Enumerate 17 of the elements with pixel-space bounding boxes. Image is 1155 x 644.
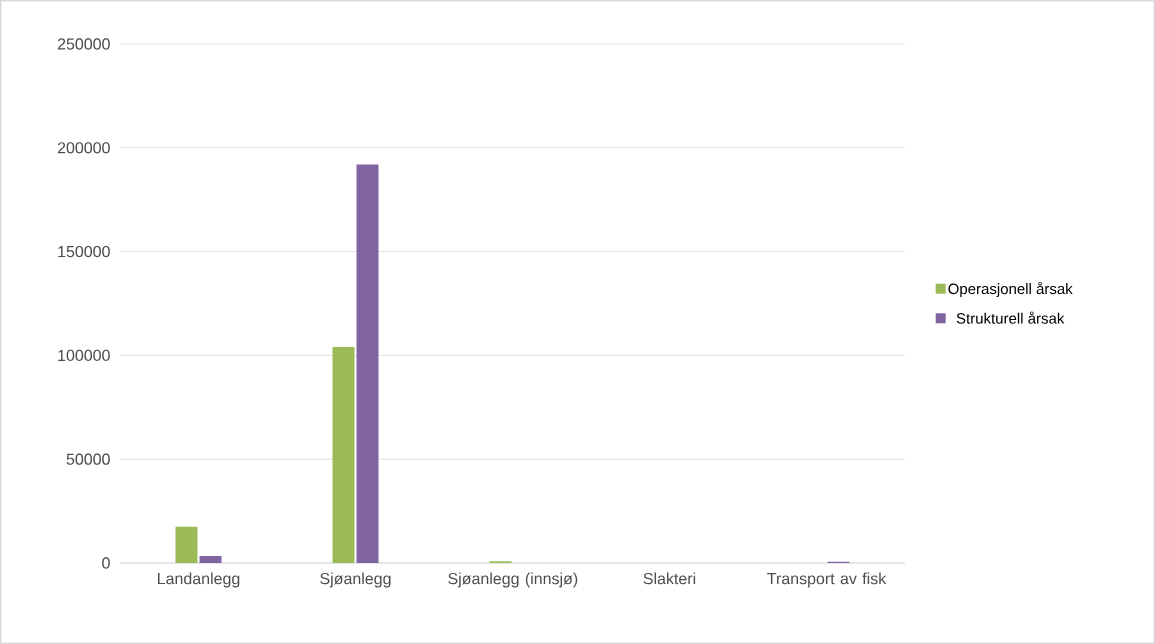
legend-label: Operasjonell årsak	[948, 281, 1073, 298]
bar	[356, 164, 379, 563]
bar	[332, 347, 355, 563]
y-tick-label: 100000	[58, 349, 110, 362]
legend-label: Strukturell årsak	[956, 311, 1065, 324]
y-tick-label: 150000	[58, 245, 110, 258]
y-tick-label: 0	[102, 557, 110, 569]
bar	[199, 555, 222, 563]
y-tick-label: 200000	[57, 142, 110, 154]
y-tick-label: 250000	[57, 38, 110, 50]
x-tick-label: Landanlegg	[158, 572, 240, 588]
x-tick-label: Sjøanlegg	[320, 572, 391, 588]
x-tick-label: Slakteri	[643, 572, 696, 585]
x-tick-label: Sjøanlegg (innsjø)	[448, 572, 578, 588]
y-tick-label: 50000	[66, 453, 110, 465]
x-tick-label: Transport av fisk	[767, 572, 887, 588]
bar	[175, 526, 198, 563]
